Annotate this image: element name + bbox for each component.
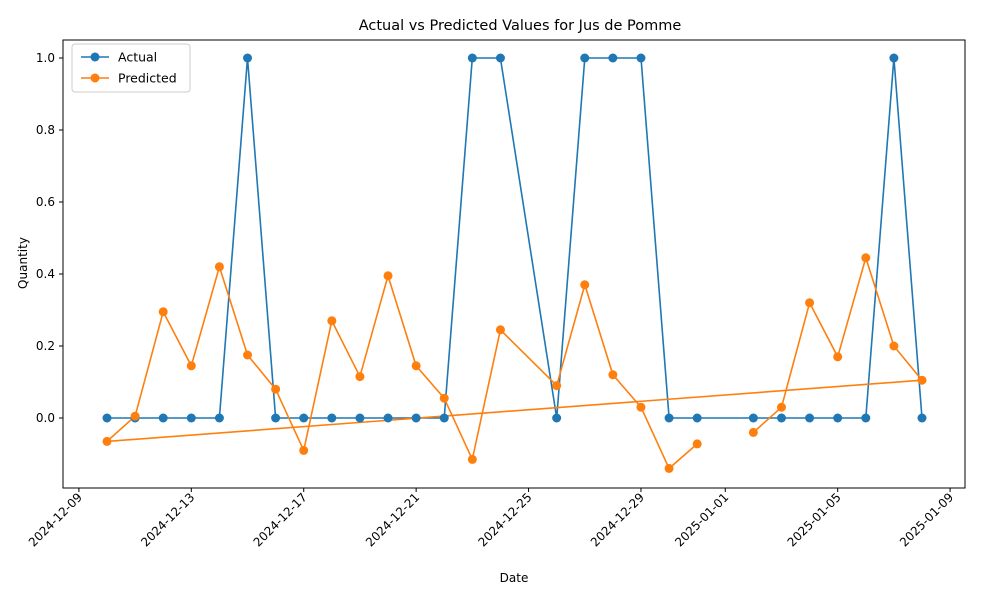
- predicted-point: [495, 325, 505, 335]
- predicted-point: [748, 427, 758, 437]
- predicted-point: [411, 361, 421, 371]
- predicted-point: [608, 370, 618, 380]
- predicted-point: [355, 372, 365, 382]
- predicted-point: [467, 454, 477, 464]
- predicted-point: [692, 439, 702, 449]
- actual-point: [411, 413, 421, 423]
- predicted-point: [299, 445, 309, 455]
- actual-point: [299, 413, 309, 423]
- y-axis-label: Quantity: [16, 237, 30, 289]
- actual-point: [580, 53, 590, 63]
- x-axis-label: Date: [500, 571, 529, 585]
- predicted-point: [158, 307, 168, 317]
- legend-marker-actual: [90, 52, 100, 62]
- actual-point: [861, 413, 871, 423]
- actual-point: [805, 413, 815, 423]
- predicted-point: [383, 271, 393, 281]
- actual-point: [608, 53, 618, 63]
- actual-point: [664, 413, 674, 423]
- legend-box: [71, 43, 191, 93]
- axes-frame: [62, 39, 966, 489]
- actual-point: [102, 413, 112, 423]
- chart-title: Actual vs Predicted Values for Jus de Po…: [359, 18, 682, 34]
- y-tick-label: 0.4: [36, 267, 55, 281]
- y-tick-label: 0.2: [36, 339, 55, 353]
- predicted-point: [271, 384, 281, 394]
- actual-point: [833, 413, 843, 423]
- predicted-point: [664, 463, 674, 473]
- y-tick-label: 0.0: [36, 411, 55, 425]
- actual-point: [552, 413, 562, 423]
- predicted-point: [243, 350, 253, 360]
- legend-label-actual: Actual: [118, 50, 157, 65]
- predicted-point: [861, 253, 871, 263]
- actual-point: [889, 53, 899, 63]
- predicted-point: [833, 352, 843, 362]
- y-tick-label: 0.8: [36, 123, 55, 137]
- actual-point: [186, 413, 196, 423]
- actual-point: [355, 413, 365, 423]
- predicted-point: [580, 280, 590, 290]
- predicted-point: [776, 402, 786, 412]
- actual-point: [383, 413, 393, 423]
- predicted-point: [102, 436, 112, 446]
- predicted-point: [636, 402, 646, 412]
- predicted-point: [889, 341, 899, 351]
- predicted-point: [327, 316, 337, 326]
- predicted-point: [552, 381, 562, 391]
- legend-label-predicted: Predicted: [118, 71, 177, 86]
- actual-point: [158, 413, 168, 423]
- predicted-point: [214, 262, 224, 272]
- actual-point: [636, 53, 646, 63]
- actual-point: [271, 413, 281, 423]
- actual-point: [439, 413, 449, 423]
- y-tick-label: 1.0: [36, 51, 55, 65]
- actual-point: [467, 53, 477, 63]
- predicted-point: [917, 375, 927, 385]
- predicted-point: [805, 298, 815, 308]
- legend-marker-predicted: [90, 73, 100, 83]
- y-tick-label: 0.6: [36, 195, 55, 209]
- actual-point: [748, 413, 758, 423]
- actual-series-line: [107, 57, 923, 419]
- actual-point: [327, 413, 337, 423]
- actual-point: [917, 413, 927, 423]
- actual-point: [495, 53, 505, 63]
- actual-point: [214, 413, 224, 423]
- actual-point: [776, 413, 786, 423]
- actual-point: [243, 53, 253, 63]
- predicted-point: [130, 411, 140, 421]
- actual-point: [692, 413, 702, 423]
- predicted-point: [186, 361, 196, 371]
- legend: Actual Predicted: [71, 43, 191, 93]
- predicted-point: [439, 393, 449, 403]
